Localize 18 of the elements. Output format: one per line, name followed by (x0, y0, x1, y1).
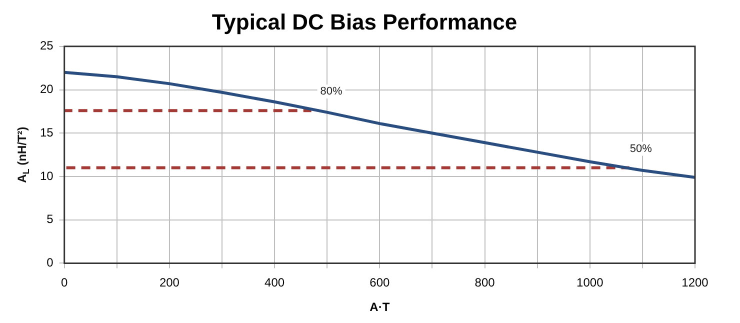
x-tick-label: 800 (474, 276, 496, 290)
x-tick-label: 0 (61, 276, 68, 290)
y-tick-label: 0 (46, 256, 54, 270)
x-axis-title: A·T (370, 300, 390, 314)
x-tick-label: 200 (159, 276, 180, 290)
chart-title: Typical DC Bias Performance (212, 9, 518, 34)
y-tick-label: 15 (40, 125, 54, 140)
y-tick-label: 20 (40, 82, 54, 96)
x-tick-label: 1200 (682, 276, 709, 290)
y-tick-label: 25 (40, 38, 54, 53)
x-tick-label: 400 (264, 276, 285, 290)
y-tick-label: 5 (46, 212, 54, 226)
y-tick-label: 10 (40, 168, 54, 183)
annotation: 80% (320, 86, 343, 98)
x-tick-label: 1000 (576, 276, 604, 290)
annotation: 50% (630, 142, 652, 155)
x-tick-label: 600 (370, 276, 390, 290)
y-axis-title: AL (nH/T²) (15, 126, 31, 183)
